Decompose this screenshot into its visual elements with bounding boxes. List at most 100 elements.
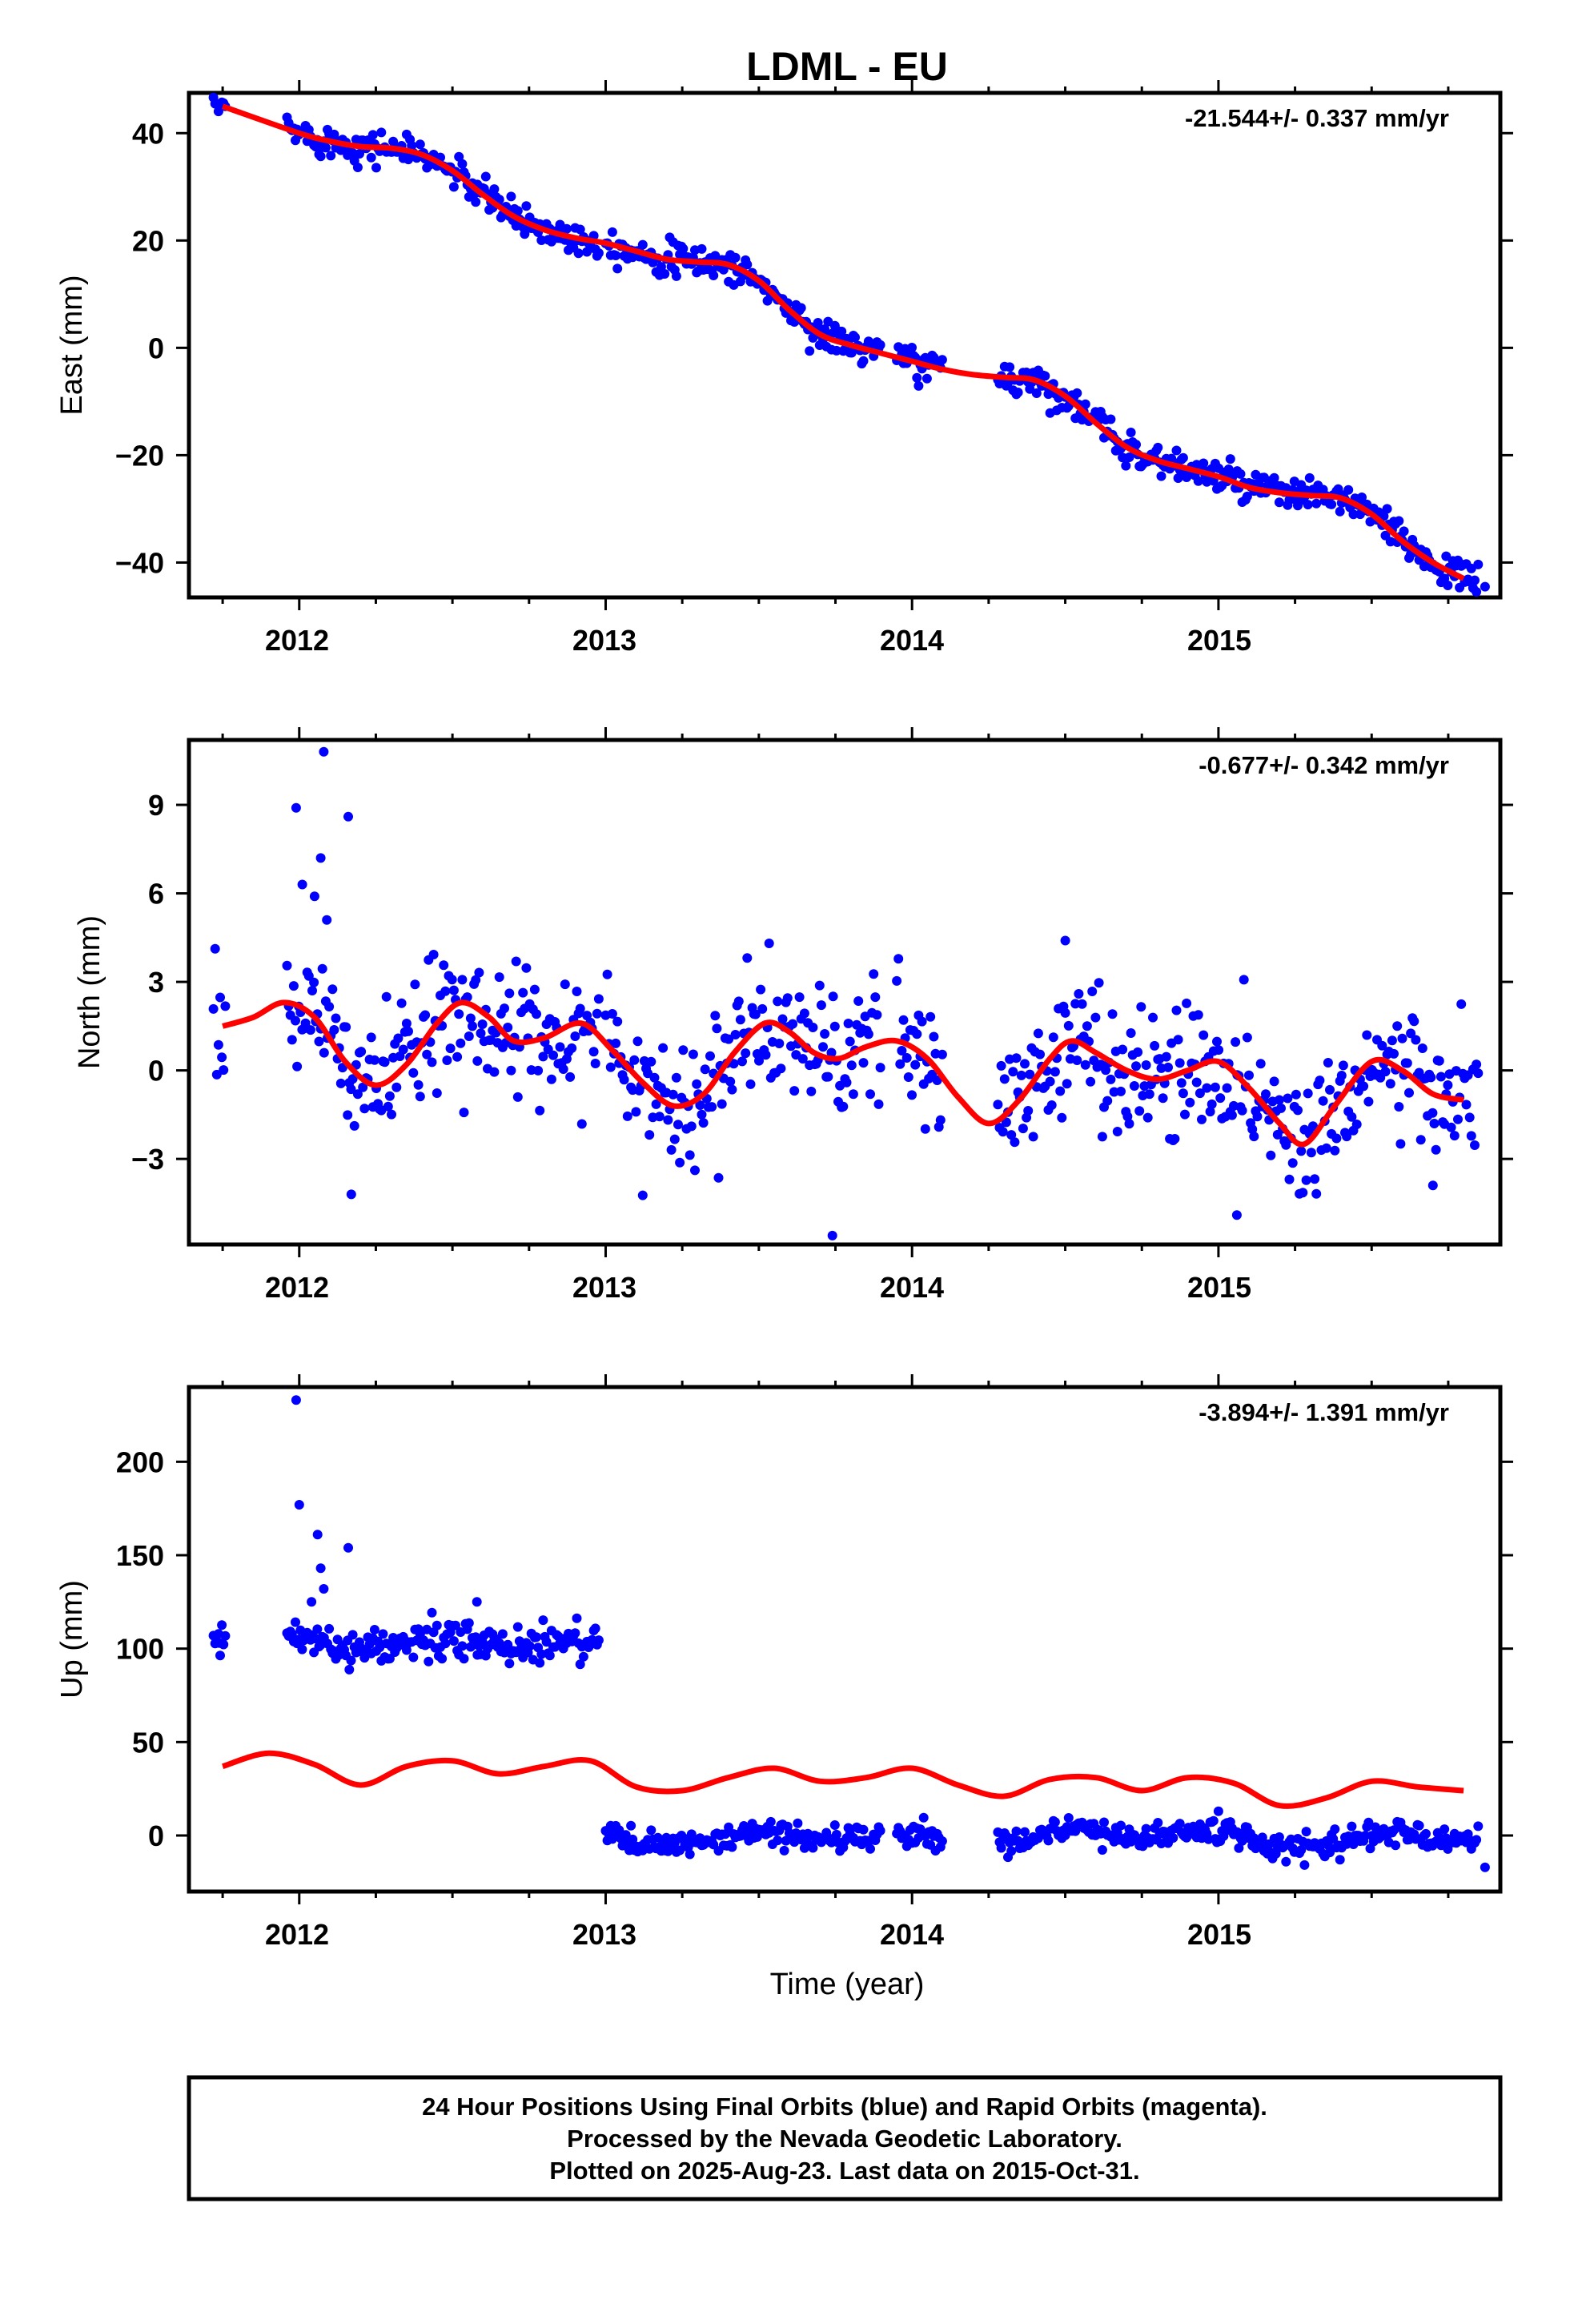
east-x-tick-label-2015: 2015	[1187, 624, 1251, 657]
data-point	[1214, 1045, 1224, 1055]
data-point	[1202, 1083, 1212, 1093]
east-y-tick-labels: 40 20 0 −20 −40	[115, 117, 164, 579]
data-point	[327, 984, 338, 995]
data-point	[837, 326, 847, 336]
data-point	[358, 1082, 368, 1092]
data-point	[369, 1625, 379, 1634]
data-point	[1231, 1037, 1241, 1047]
data-point	[700, 1064, 710, 1075]
data-point	[827, 1230, 837, 1240]
data-point	[1296, 1146, 1307, 1156]
data-point	[869, 969, 879, 979]
data-point	[1284, 1174, 1295, 1184]
data-point	[797, 1054, 808, 1064]
data-point	[565, 1072, 576, 1082]
data-point	[1385, 1079, 1395, 1089]
data-point	[920, 1124, 930, 1134]
data-point	[440, 986, 451, 996]
data-point	[998, 1127, 1008, 1137]
data-point	[853, 996, 864, 1006]
data-point	[464, 1031, 474, 1041]
data-point	[427, 1057, 437, 1068]
up-axis-label: Up (mm)	[55, 1580, 89, 1699]
data-point	[315, 151, 326, 162]
data-point	[1249, 1132, 1259, 1142]
up-y-tick-label: 200	[116, 1445, 164, 1478]
data-point	[1335, 1855, 1345, 1865]
data-point	[1470, 575, 1480, 585]
data-point	[1271, 1848, 1281, 1859]
data-point	[1304, 472, 1315, 483]
data-point	[1156, 1839, 1166, 1848]
data-point	[213, 1039, 223, 1050]
data-point	[567, 1043, 577, 1053]
data-point	[912, 1029, 922, 1039]
data-point	[713, 1172, 724, 1183]
data-point	[307, 986, 317, 995]
north-x-tick-label-2015: 2015	[1187, 1271, 1251, 1304]
data-point	[845, 1036, 855, 1047]
data-point	[1362, 1030, 1372, 1040]
data-point	[1142, 1112, 1153, 1123]
data-point	[558, 1064, 568, 1074]
data-point	[415, 139, 425, 150]
data-point	[355, 149, 364, 159]
data-point	[1328, 1834, 1339, 1844]
data-point	[1213, 1806, 1223, 1816]
data-point	[678, 243, 689, 254]
data-point	[560, 979, 570, 990]
data-point	[1473, 1821, 1484, 1831]
data-point	[1099, 1817, 1109, 1827]
data-point	[1077, 999, 1087, 1009]
data-point	[1060, 935, 1070, 946]
data-point	[710, 1011, 721, 1021]
data-point	[724, 1822, 734, 1832]
data-point	[291, 802, 301, 813]
data-point	[1399, 526, 1409, 537]
east-y-tick-label: 0	[148, 332, 164, 364]
north-panel: North (mm) -0.677+/- 0.342 mm/yr 2012 20…	[73, 727, 1513, 1304]
data-point	[658, 1043, 669, 1053]
data-point	[428, 950, 439, 959]
data-point	[1020, 1059, 1030, 1069]
data-point	[742, 953, 753, 963]
data-point	[1170, 1134, 1180, 1144]
data-point	[686, 1121, 697, 1132]
data-point	[789, 1086, 800, 1096]
data-point	[935, 1115, 946, 1125]
data-point	[1090, 1012, 1101, 1023]
data-point	[326, 151, 336, 161]
data-point	[471, 975, 481, 985]
data-point	[1208, 1815, 1219, 1826]
data-point	[814, 980, 825, 991]
data-point	[424, 1656, 434, 1667]
model-curve-line	[222, 999, 1464, 1148]
data-point	[456, 1038, 466, 1048]
data-point	[1011, 1826, 1022, 1836]
north-data-points	[208, 746, 1484, 1240]
data-point	[1291, 1089, 1301, 1100]
data-point	[873, 1099, 884, 1109]
data-point	[1473, 1068, 1484, 1079]
data-point	[1439, 1824, 1450, 1835]
data-point	[451, 1620, 460, 1630]
data-point	[1397, 1033, 1407, 1043]
data-point	[546, 1074, 556, 1084]
data-point	[471, 197, 481, 207]
data-point	[1464, 1112, 1475, 1123]
data-point	[315, 1563, 326, 1574]
north-x-tick-labels: 2012 2013 2014 2015	[265, 1271, 1251, 1304]
data-point	[918, 1812, 929, 1823]
data-point	[808, 1843, 818, 1853]
data-point	[892, 975, 902, 986]
data-point	[1043, 1835, 1054, 1846]
data-point	[1480, 581, 1490, 592]
data-point	[590, 1059, 600, 1068]
data-point	[607, 227, 617, 237]
data-point	[381, 991, 391, 1002]
data-point	[387, 1109, 396, 1120]
data-point	[1001, 1117, 1011, 1128]
data-point	[1156, 471, 1166, 481]
data-point	[1006, 1846, 1017, 1856]
data-point	[396, 998, 407, 1008]
